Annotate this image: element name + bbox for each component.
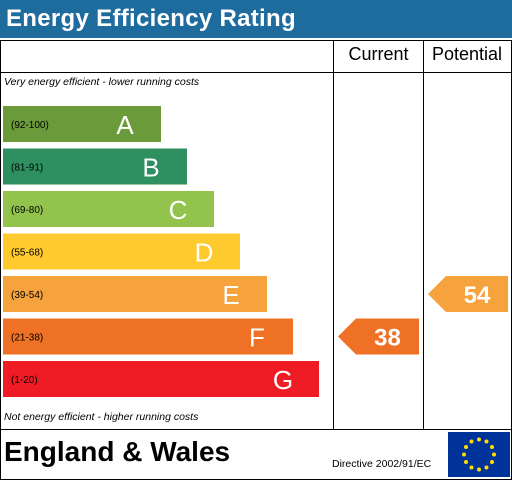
flag-star [464,445,469,449]
potential-rating-arrow [428,276,508,312]
directive-label: Directive 2002/91/EC [332,458,432,470]
band-bar-e [3,276,267,312]
header-rule [0,72,512,73]
flag-star [484,439,489,444]
band-letter-a: A [116,110,134,140]
flag-star [469,465,474,470]
current-rating-value: 38 [374,325,401,352]
potential-rating-value: 54 [464,282,491,309]
band-bar-f [3,318,293,355]
divider-potential [423,40,424,430]
flag-star [484,465,489,470]
title-bar: Energy Efficiency Rating [0,0,512,38]
band-bar-b [3,148,187,185]
flag-star [489,445,494,449]
flag-star [464,460,469,464]
flag-star [489,460,494,464]
flag-star [492,452,496,457]
band-bar-g [3,361,319,397]
note-inefficient: Not energy efficient - higher running co… [4,411,199,423]
band-letter-c: C [169,195,188,225]
footer-rule [0,429,512,430]
flag-star [469,439,474,444]
band-bar-c [3,191,214,227]
band-bar-a [3,106,161,142]
column-potential: Potential [431,44,503,64]
band-range-e: (39-54) [11,290,43,301]
column-current: Current [348,44,409,64]
current-rating-arrow [338,318,419,355]
band-range-b: (81-91) [11,163,43,174]
band-range-f: (21-38) [11,333,43,344]
band-range-g: (1-20) [11,375,38,386]
note-efficient: Very energy efficient - lower running co… [4,76,200,88]
chart-title: Energy Efficiency Rating [6,5,296,32]
flag-star [477,467,481,472]
flag-star [477,437,481,442]
band-letter-d: D [195,238,214,268]
eu-flag-icon [448,432,510,477]
band-letter-b: B [142,153,159,183]
band-range-a: (92-100) [11,120,49,131]
region-label: England & Wales [4,436,231,467]
divider-current [333,40,334,430]
band-letter-g: G [273,365,293,395]
band-letter-e: E [222,280,239,310]
band-bar-d [3,233,240,270]
band-letter-f: F [249,323,265,353]
band-range-c: (69-80) [11,205,43,216]
band-range-d: (55-68) [11,248,43,259]
flag-star [462,452,466,457]
